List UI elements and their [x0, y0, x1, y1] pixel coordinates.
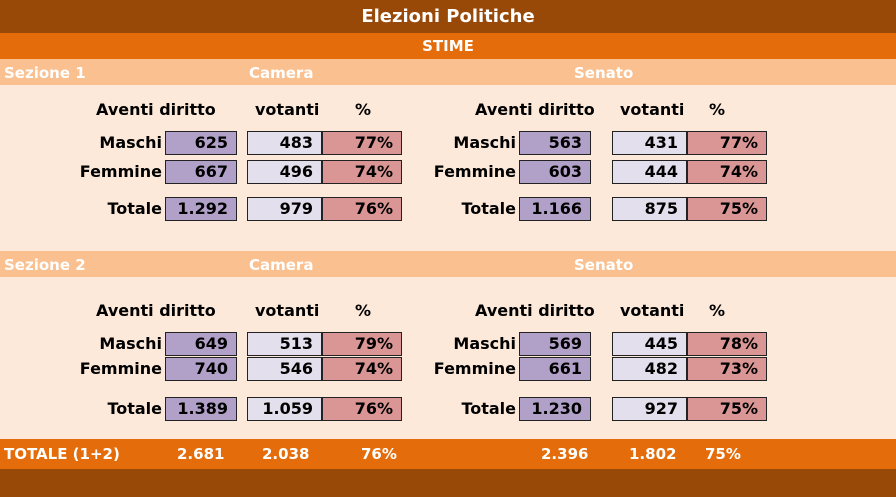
- grand-total-camera-pct: 76%: [361, 445, 397, 463]
- cell-votanti: 1.059: [247, 397, 322, 421]
- cell-pct: 78%: [687, 332, 767, 356]
- cell-aventi: 603: [519, 160, 591, 184]
- row-label-totale: Totale: [107, 399, 162, 418]
- row-label-maschi: Maschi: [99, 334, 162, 353]
- col-header-votanti: votanti: [255, 301, 320, 320]
- cell-votanti: 445: [612, 332, 687, 356]
- col-header-aventi: Aventi diritto: [475, 100, 595, 119]
- cell-aventi: 563: [519, 131, 591, 155]
- col-header-aventi: Aventi diritto: [96, 100, 216, 119]
- grand-total-label: TOTALE (1+2): [4, 445, 120, 463]
- grand-total-camera-aventi: 2.681: [177, 445, 225, 463]
- row-label-femmine: Femmine: [433, 359, 516, 378]
- col-header-pct: %: [709, 301, 726, 320]
- col-header-pct: %: [709, 100, 726, 119]
- grand-total-camera-votanti: 2.038: [262, 445, 310, 463]
- section-bar: Sezione 1 Camera Senato: [0, 59, 896, 85]
- cell-pct: 76%: [322, 197, 402, 221]
- cell-votanti: 483: [247, 131, 322, 155]
- section-senato-header: Senato: [574, 64, 634, 82]
- col-header-pct: %: [355, 100, 372, 119]
- cell-votanti: 513: [247, 332, 322, 356]
- section-senato-header: Senato: [574, 256, 634, 274]
- cell-aventi: 1.292: [165, 197, 237, 221]
- page-title: Elezioni Politiche: [361, 6, 535, 27]
- bottom-bar: [0, 469, 896, 497]
- cell-pct: 79%: [322, 332, 402, 356]
- cell-pct: 74%: [322, 160, 402, 184]
- row-label-femmine: Femmine: [79, 162, 162, 181]
- grand-total-bar: TOTALE (1+2) 2.681 2.038 76% 2.396 1.802 75%: [0, 439, 896, 469]
- col-header-pct: %: [355, 301, 372, 320]
- row-label-femmine: Femmine: [79, 359, 162, 378]
- section-name: Sezione 2: [4, 256, 86, 274]
- section-bar: Sezione 2 Camera Senato: [0, 251, 896, 277]
- grand-total-senato-aventi: 2.396: [541, 445, 589, 463]
- row-label-maschi: Maschi: [99, 133, 162, 152]
- cell-aventi: 667: [165, 160, 237, 184]
- row-label-femmine: Femmine: [433, 162, 516, 181]
- cell-pct: 73%: [687, 357, 767, 381]
- cell-aventi: 740: [165, 357, 237, 381]
- cell-aventi: 569: [519, 332, 591, 356]
- col-header-aventi: Aventi diritto: [96, 301, 216, 320]
- cell-aventi: 661: [519, 357, 591, 381]
- cell-pct: 76%: [322, 397, 402, 421]
- cell-pct: 74%: [687, 160, 767, 184]
- subtitle-bar: STIME: [0, 33, 896, 59]
- cell-votanti: 444: [612, 160, 687, 184]
- cell-votanti: 431: [612, 131, 687, 155]
- cell-aventi: 649: [165, 332, 237, 356]
- cell-pct: 77%: [322, 131, 402, 155]
- title-bar: Elezioni Politiche: [0, 0, 896, 33]
- cell-aventi: 1.389: [165, 397, 237, 421]
- col-header-aventi: Aventi diritto: [475, 301, 595, 320]
- cell-pct: 75%: [687, 197, 767, 221]
- cell-votanti: 496: [247, 160, 322, 184]
- cell-votanti: 546: [247, 357, 322, 381]
- cell-aventi: 1.166: [519, 197, 591, 221]
- cell-pct: 77%: [687, 131, 767, 155]
- grand-total-senato-pct: 75%: [705, 445, 741, 463]
- grand-total-senato-votanti: 1.802: [629, 445, 677, 463]
- section-camera-header: Camera: [249, 64, 314, 82]
- cell-votanti: 927: [612, 397, 687, 421]
- col-header-votanti: votanti: [620, 301, 685, 320]
- section-camera-header: Camera: [249, 256, 314, 274]
- cell-votanti: 482: [612, 357, 687, 381]
- cell-votanti: 875: [612, 197, 687, 221]
- cell-aventi: 625: [165, 131, 237, 155]
- cell-pct: 75%: [687, 397, 767, 421]
- row-label-maschi: Maschi: [453, 334, 516, 353]
- cell-pct: 74%: [322, 357, 402, 381]
- row-label-totale: Totale: [461, 199, 516, 218]
- cell-votanti: 979: [247, 197, 322, 221]
- page-subtitle: STIME: [422, 37, 474, 55]
- col-header-votanti: votanti: [255, 100, 320, 119]
- row-label-maschi: Maschi: [453, 133, 516, 152]
- col-header-votanti: votanti: [620, 100, 685, 119]
- section-name: Sezione 1: [4, 64, 86, 82]
- row-label-totale: Totale: [107, 199, 162, 218]
- row-label-totale: Totale: [461, 399, 516, 418]
- cell-aventi: 1.230: [519, 397, 591, 421]
